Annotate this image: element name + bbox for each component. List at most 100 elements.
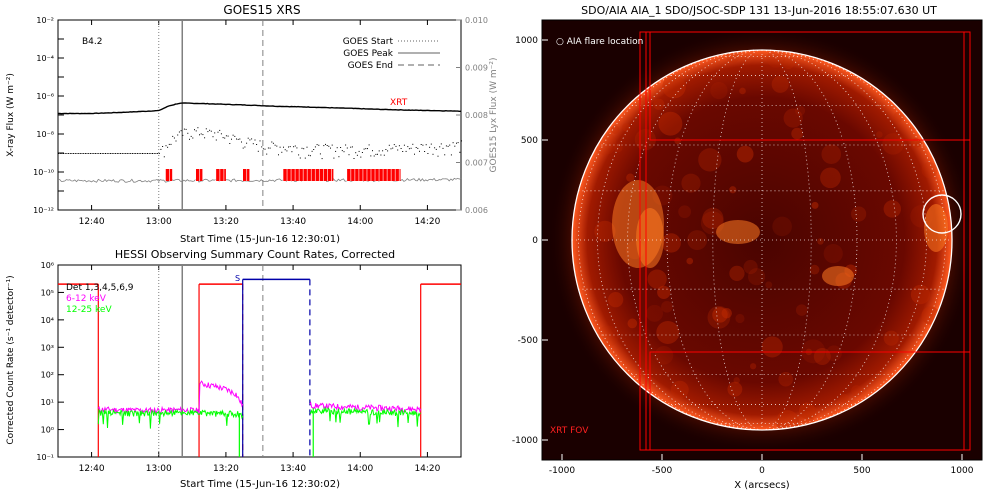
goes-legend-label: GOES Start: [343, 37, 394, 47]
aia-bright-patch: [771, 75, 789, 93]
goes-y-right-tick-label: 0.007: [465, 159, 488, 168]
aia-y-tick-label: 0: [532, 236, 538, 246]
aia-bright-patch: [826, 345, 842, 362]
aia-bright-patch: [678, 205, 692, 219]
goes-lyx-point: [123, 153, 125, 154]
aia-bright-patch: [772, 216, 792, 237]
goes-lyx-point: [237, 138, 239, 140]
goes-lyx-point: [328, 145, 330, 147]
goes-lyx-point: [429, 146, 431, 148]
hessi-y-tick-label: 10⁵: [41, 288, 54, 297]
goes-lyx-point: [286, 150, 288, 152]
goes-lyx-point: [160, 148, 162, 150]
goes-lyx-point: [209, 129, 211, 131]
goes-lyx-point: [356, 154, 358, 156]
goes-lyx-point: [424, 151, 426, 152]
goes-lyx-point: [234, 135, 236, 137]
goes-lyx-point: [105, 153, 106, 154]
goes-lyx-point: [177, 134, 179, 136]
goes-lyx-point: [256, 144, 258, 145]
aia-active-region: [636, 208, 664, 268]
hessi-y-tick-label: 10²: [41, 371, 54, 380]
aia-flare-location-circle: [922, 194, 962, 234]
goes-lyx-point: [222, 137, 224, 139]
goes-lyx-point: [383, 154, 385, 156]
goes-lyx-point: [157, 153, 159, 154]
goes-lyx-point: [336, 147, 338, 149]
goes-lyx-point: [162, 146, 164, 147]
goes-xrt-label: XRT: [390, 98, 408, 108]
goes-lyx-point: [450, 154, 452, 156]
aia-bright-patch: [721, 308, 732, 319]
goes-x-tick-label: 13:20: [213, 217, 239, 227]
goes-class-label: B4.2: [82, 37, 103, 47]
goes-lyx-point: [229, 143, 231, 144]
hessi-y-tick-label: 10⁻¹: [36, 453, 54, 462]
goes-lyx-point: [182, 134, 184, 136]
goes-lyx-point: [251, 138, 253, 140]
aia-bright-patch: [736, 145, 754, 163]
hessi-y-tick-label: 10³: [41, 343, 54, 352]
aia-bright-patch: [783, 108, 803, 128]
aia-bright-patch: [733, 377, 740, 384]
goes-lyx-point: [244, 146, 246, 148]
goes-lyx-point: [187, 132, 189, 134]
goes-lyx-point: [121, 153, 123, 154]
aia-y-tick-label: 500: [521, 136, 538, 146]
goes-y-right-tick-label: 0.009: [465, 64, 488, 73]
goes-lyx-point: [405, 150, 407, 152]
goes-lyx-point: [128, 153, 130, 154]
aia-bright-patch: [766, 50, 785, 68]
aia-bright-patch: [782, 56, 795, 70]
aia-longitude-line: [761, 49, 927, 431]
goes-lyx-point: [284, 149, 286, 151]
goes-lyx-point: [170, 143, 172, 145]
aia-longitude-line: [627, 49, 763, 431]
goes-lyx-point: [346, 147, 348, 149]
aia-bright-patch: [654, 345, 674, 365]
goes-lyx-point: [368, 144, 370, 146]
goes-lyx-point: [385, 149, 387, 150]
goes-legend-label: GOES End: [348, 61, 393, 71]
aia-bright-patch: [883, 200, 902, 218]
goes-lyx-point: [370, 155, 372, 157]
goes-lyx-point: [272, 142, 274, 144]
aia-bright-patch: [921, 162, 938, 179]
aia-bright-patch: [674, 137, 681, 145]
hessi-legend-label: 6-12 keV: [66, 294, 107, 304]
aia-bright-patch: [656, 320, 680, 345]
goes-lyx-point: [249, 139, 251, 141]
goes-lyx-point: [113, 153, 115, 154]
goes-lyx-point: [217, 131, 219, 133]
goes-lyx-point: [207, 131, 209, 133]
goes-lyx-point: [430, 143, 432, 145]
aia-bright-patch: [614, 143, 623, 153]
aia-bright-patch: [735, 313, 745, 324]
goes-lyx-point: [74, 153, 76, 154]
goes-lyx-point: [414, 153, 415, 155]
goes-title: GOES15 XRS: [223, 3, 300, 17]
goes-lyx-point: [225, 135, 227, 137]
goes-lyx-point: [440, 143, 442, 145]
goes-lyx-point: [130, 153, 132, 154]
goes-lyx-point: [367, 148, 368, 150]
goes-y-tick-label: 10⁻⁸: [36, 130, 54, 139]
goes-lyx-point: [143, 153, 145, 154]
goes-legend: GOES Start GOES Peak GOES End: [343, 37, 440, 71]
goes-lyx-point: [351, 146, 353, 148]
goes-lyx-point: [358, 150, 360, 152]
goes-lyx-point: [89, 153, 91, 154]
hessi-saa-label: S: [235, 274, 240, 283]
aia-bright-patch: [805, 406, 819, 419]
goes-lyx-point: [152, 153, 153, 154]
aia-active-region: [924, 204, 948, 252]
aia-bright-patch: [851, 385, 863, 397]
goes-lyx-point: [84, 153, 86, 154]
aia-active-region: [822, 266, 854, 286]
goes-lyx-point: [189, 138, 190, 140]
goes-lyx-point: [61, 153, 63, 154]
goes-lyx-point: [276, 145, 278, 147]
goes-lyx-point: [279, 146, 281, 148]
goes-lyx-point: [348, 154, 350, 156]
